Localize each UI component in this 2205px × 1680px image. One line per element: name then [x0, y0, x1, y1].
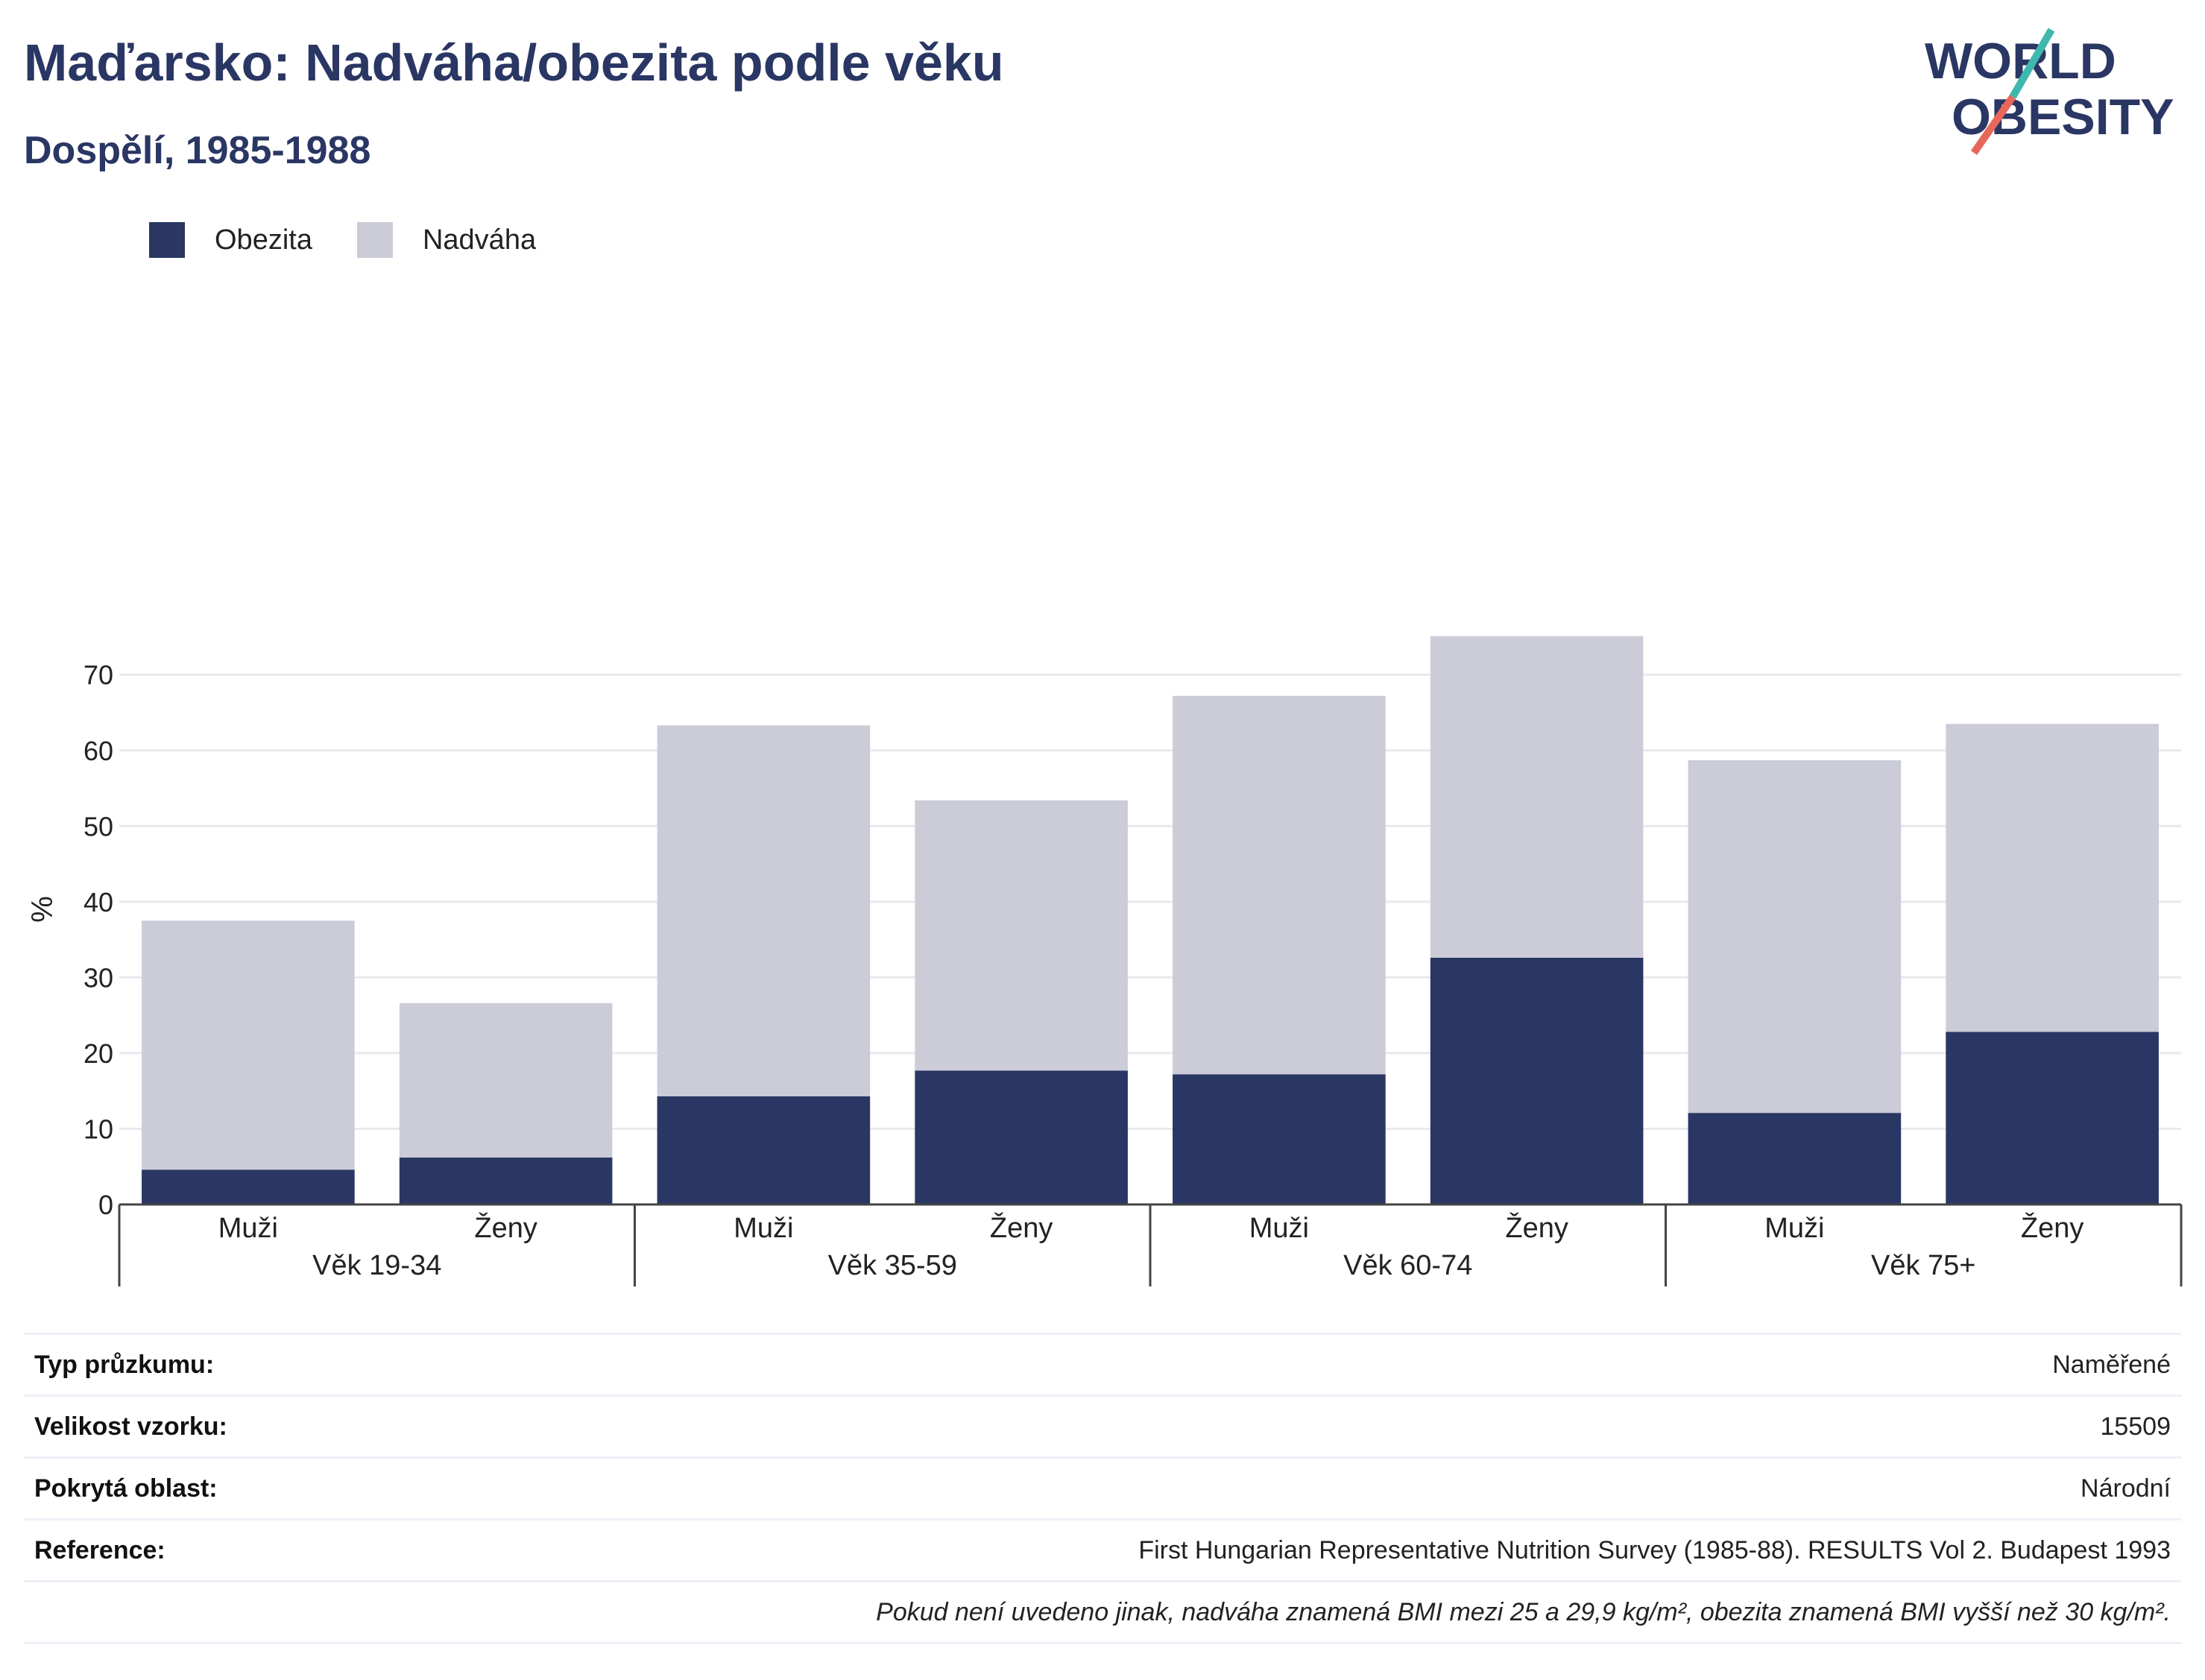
- x-group-label: Věk 60-74: [1343, 1250, 1472, 1281]
- y-tick-label: 0: [98, 1190, 113, 1220]
- chart-legend: Obezita Nadváha: [149, 222, 581, 258]
- legend-item-obezita[interactable]: Obezita: [149, 222, 312, 258]
- x-group-label: Věk 35-59: [828, 1250, 957, 1281]
- bar-obezita: [1946, 1032, 2159, 1204]
- bar-nadváha: [1430, 636, 1644, 958]
- x-category-label: Ženy: [2021, 1212, 2083, 1244]
- x-group-label: Věk 75+: [1871, 1250, 1976, 1281]
- bar-obezita: [1430, 957, 1644, 1204]
- bar-nadváha: [399, 1002, 613, 1158]
- info-key: Reference:: [34, 1535, 165, 1564]
- y-tick-label: 70: [83, 660, 113, 690]
- bar-nadváha: [1688, 760, 1902, 1114]
- x-category-label: Muži: [218, 1213, 278, 1244]
- bar-nadváha: [657, 725, 871, 1096]
- x-category-label: Muži: [1249, 1213, 1309, 1244]
- world-obesity-logo: WORLD OBESITY: [1925, 28, 2174, 155]
- bar-nadváha: [915, 800, 1128, 1071]
- logo-teal-stroke: [2009, 28, 2055, 99]
- bar-obezita: [142, 1169, 355, 1204]
- info-key: Velikost vzorku:: [34, 1412, 227, 1441]
- y-tick-label: 50: [83, 811, 113, 841]
- y-tick-label: 10: [83, 1114, 113, 1144]
- legend-label-nadvaha: Nadváha: [422, 224, 537, 256]
- bar-obezita: [657, 1096, 871, 1204]
- info-value: 15509: [2100, 1412, 2171, 1441]
- bar-obezita: [399, 1158, 613, 1204]
- y-tick-label: 40: [83, 887, 113, 918]
- bar-nadváha: [1173, 695, 1386, 1075]
- info-value: Národní: [2081, 1474, 2171, 1503]
- footnote: Pokud není uvedeno jinak, nadváha znamen…: [876, 1597, 2171, 1626]
- bar-obezita: [1688, 1113, 1902, 1204]
- y-tick-label: 20: [83, 1038, 113, 1069]
- bar-nadváha: [142, 920, 355, 1170]
- y-tick-label: 60: [83, 736, 113, 766]
- legend-item-nadvaha[interactable]: Nadváha: [356, 222, 537, 258]
- legend-label-obezita: Obezita: [215, 224, 312, 256]
- legend-swatch-nadvaha: [356, 222, 393, 258]
- info-row-sample-size: Velikost vzorku: 15509: [24, 1397, 2181, 1459]
- info-value: First Hungarian Representative Nutrition…: [1138, 1535, 2171, 1564]
- x-category-label: Ženy: [990, 1212, 1053, 1244]
- page-subtitle: Dospělí, 1985-1988: [24, 129, 371, 172]
- x-category-label: Muži: [734, 1213, 793, 1244]
- x-group-label: Věk 19-34: [312, 1250, 441, 1281]
- info-row-area-covered: Pokrytá oblast: Národní: [24, 1459, 2181, 1520]
- info-key: Pokrytá oblast:: [34, 1474, 218, 1503]
- x-category-label: Ženy: [1505, 1212, 1568, 1244]
- bar-obezita: [915, 1070, 1128, 1204]
- page-title: Maďarsko: Nadváha/obezita podle věku: [24, 34, 1004, 92]
- info-key: Typ průzkumu:: [34, 1350, 215, 1379]
- y-axis-label: %: [26, 896, 59, 923]
- legend-swatch-obezita: [149, 222, 185, 258]
- info-row-reference: Reference: First Hungarian Representativ…: [24, 1520, 2181, 1582]
- bar-nadváha: [1946, 724, 2159, 1032]
- survey-info-table: Typ průzkumu: Naměřené Velikost vzorku: …: [24, 1333, 2181, 1644]
- x-category-label: Muži: [1764, 1213, 1824, 1244]
- info-row-survey-type: Typ průzkumu: Naměřené: [24, 1335, 2181, 1397]
- footnote-row: Pokud není uvedeno jinak, nadváha znamen…: [24, 1582, 2181, 1644]
- stacked-bar-chart: 0 10 20 30 40 50 60 70% Muži Ženy Muži Ženy Muži Ženy…: [26, 636, 2183, 1286]
- bar-obezita: [1173, 1074, 1386, 1204]
- info-value: Naměřené: [2052, 1350, 2171, 1379]
- x-category-label: Ženy: [474, 1212, 537, 1244]
- logo-red-stroke: [1970, 95, 2016, 155]
- y-tick-label: 30: [83, 962, 113, 993]
